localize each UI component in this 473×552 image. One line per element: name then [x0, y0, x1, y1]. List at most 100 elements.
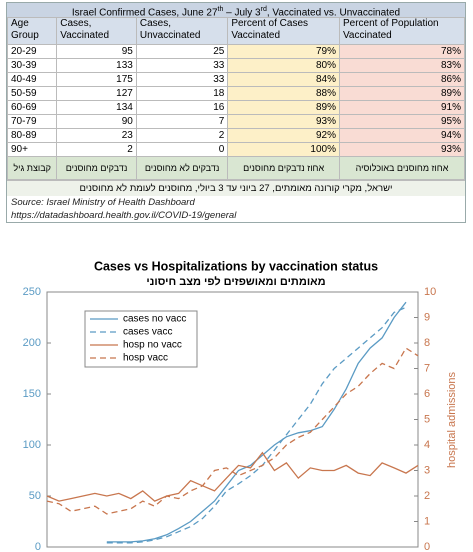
y-tick-label: 0	[35, 541, 41, 552]
source-url: https://datadashboard.health.gov.il/COVI…	[11, 210, 237, 221]
table-row: 60-69 134 16 89% 91%	[6, 100, 466, 115]
y2-tick-label: 4	[424, 439, 430, 451]
cell: 40-49	[6, 72, 58, 87]
cell: 2	[135, 128, 229, 143]
table-row: 90+ 2 0 100% 93%	[6, 142, 466, 157]
title-sup: rd	[260, 6, 267, 13]
cell: 90+	[6, 142, 58, 157]
cell: 83%	[338, 58, 466, 73]
cell: 79%	[227, 44, 340, 59]
title-part: , Vaccinated vs. Unvaccinated	[266, 7, 401, 19]
title-part: – July 3	[223, 7, 261, 19]
legend-label: cases no vacc	[123, 314, 186, 325]
cell: 134	[56, 100, 137, 115]
y2-tick-label: 9	[424, 311, 430, 323]
hebrew-header-cell: אחוז נדבקים מחוסנים	[227, 156, 340, 180]
chart-title: Cases vs Hospitalizations by vaccination…	[94, 259, 378, 273]
legend-label: hosp vacc	[123, 353, 168, 364]
cell: 100%	[227, 142, 340, 157]
series-line	[46, 347, 419, 515]
cell: 133	[56, 58, 137, 73]
series-line	[106, 306, 407, 544]
cell: 20-29	[6, 44, 58, 59]
cell: 7	[135, 114, 229, 129]
hebrew-header-cell: אחוז מחוסנים באוכלוסיה	[338, 156, 466, 180]
cell: 70-79	[6, 114, 58, 129]
header-cell: Age Group	[6, 17, 58, 45]
cell: 25	[135, 44, 229, 59]
y-tick-label: 150	[23, 388, 41, 400]
cell: 50-59	[6, 86, 58, 101]
table-row: 70-79 90 7 93% 95%	[6, 114, 466, 129]
header-cell: Cases, Vaccinated	[56, 17, 137, 45]
hebrew-header-cell: נדבקים לא מחוסנים	[135, 156, 229, 180]
cell: 84%	[227, 72, 340, 87]
data-table: Israel Confirmed Cases, June 27th – July…	[6, 2, 466, 223]
cell: 78%	[338, 44, 466, 59]
table-row: 50-59 127 18 88% 89%	[6, 86, 466, 101]
header-row: Age Group Cases, Vaccinated Cases, Unvacci…	[6, 17, 466, 45]
legend-label: cases vacc	[123, 327, 172, 338]
source: Source: Israel Ministry of Health Dashbo…	[11, 197, 195, 208]
cell: 93%	[227, 114, 340, 129]
table-title: Israel Confirmed Cases, June 27th – July…	[7, 3, 465, 19]
cell: 23	[56, 128, 137, 143]
cell: 86%	[338, 72, 466, 87]
cell: 95%	[338, 114, 466, 129]
title-part: Israel Confirmed Cases, June 27	[71, 7, 218, 19]
hebrew-header-row: קבוצת גיל נדבקים מחוסנים נדבקים לא מחוסנים…	[6, 156, 466, 180]
cell: 89%	[227, 100, 340, 115]
y2-axis-label: hospital admissions	[446, 372, 458, 468]
y2-tick-label: 7	[424, 362, 430, 374]
cell: 33	[135, 58, 229, 73]
y2-tick-label: 0	[424, 541, 430, 552]
hebrew-header-cell: נדבקים מחוסנים	[56, 156, 137, 180]
y2-tick-label: 8	[424, 337, 430, 349]
table-row: 80-89 23 2 92% 94%	[6, 128, 466, 143]
cell: 95	[56, 44, 137, 59]
header-cell: Cases, Unvaccinated	[135, 17, 229, 45]
y2-tick-label: 2	[424, 490, 430, 502]
y2-tick-label: 10	[424, 286, 436, 298]
header-cell: Percent of Population Vaccinated	[338, 17, 466, 45]
y-tick-label: 200	[23, 337, 41, 349]
table-row: 30-39 133 33 80% 83%	[6, 58, 466, 73]
title-sup: th	[217, 6, 224, 13]
cell: 60-69	[6, 100, 58, 115]
legend-label: hosp no vacc	[123, 340, 182, 351]
cell: 91%	[338, 100, 466, 115]
table: Age Group Cases, Vaccinated Cases, Unvacci…	[6, 17, 466, 180]
y2-tick-label: 6	[424, 388, 430, 400]
cell: 0	[135, 142, 229, 157]
header-cell: Percent of Cases Vaccinated	[227, 17, 340, 45]
hebrew-header-cell: קבוצת גיל	[6, 156, 58, 180]
cell: 30-39	[6, 58, 58, 73]
y-tick-label: 100	[23, 439, 41, 451]
chart-subtitle: מאומתים ומאושפזים לפי מצב חיסוני	[146, 275, 325, 288]
cell: 16	[135, 100, 229, 115]
cell: 33	[135, 72, 229, 87]
hebrew-note: ישראל, מקרי קורונה מאומתים, 27 ביוני עד …	[7, 180, 465, 196]
y-tick-label: 50	[29, 490, 41, 502]
cell: 89%	[338, 86, 466, 101]
chart: Cases vs Hospitalizations by vaccination…	[0, 255, 473, 552]
y-tick-label: 250	[23, 286, 41, 298]
y2-tick-label: 5	[424, 413, 430, 425]
y2-tick-label: 1	[424, 515, 430, 527]
y2-tick-label: 3	[424, 464, 430, 476]
cell: 88%	[227, 86, 340, 101]
cell: 90	[56, 114, 137, 129]
cell: 93%	[338, 142, 466, 157]
table-row: 20-29 95 25 79% 78%	[6, 44, 466, 59]
cell: 18	[135, 86, 229, 101]
cell: 80%	[227, 58, 340, 73]
cell: 2	[56, 142, 137, 157]
cell: 92%	[227, 128, 340, 143]
cell: 175	[56, 72, 137, 87]
cell: 80-89	[6, 128, 58, 143]
table-row: 40-49 175 33 84% 86%	[6, 72, 466, 87]
cell: 127	[56, 86, 137, 101]
cell: 94%	[338, 128, 466, 143]
chart-bg	[0, 255, 473, 552]
